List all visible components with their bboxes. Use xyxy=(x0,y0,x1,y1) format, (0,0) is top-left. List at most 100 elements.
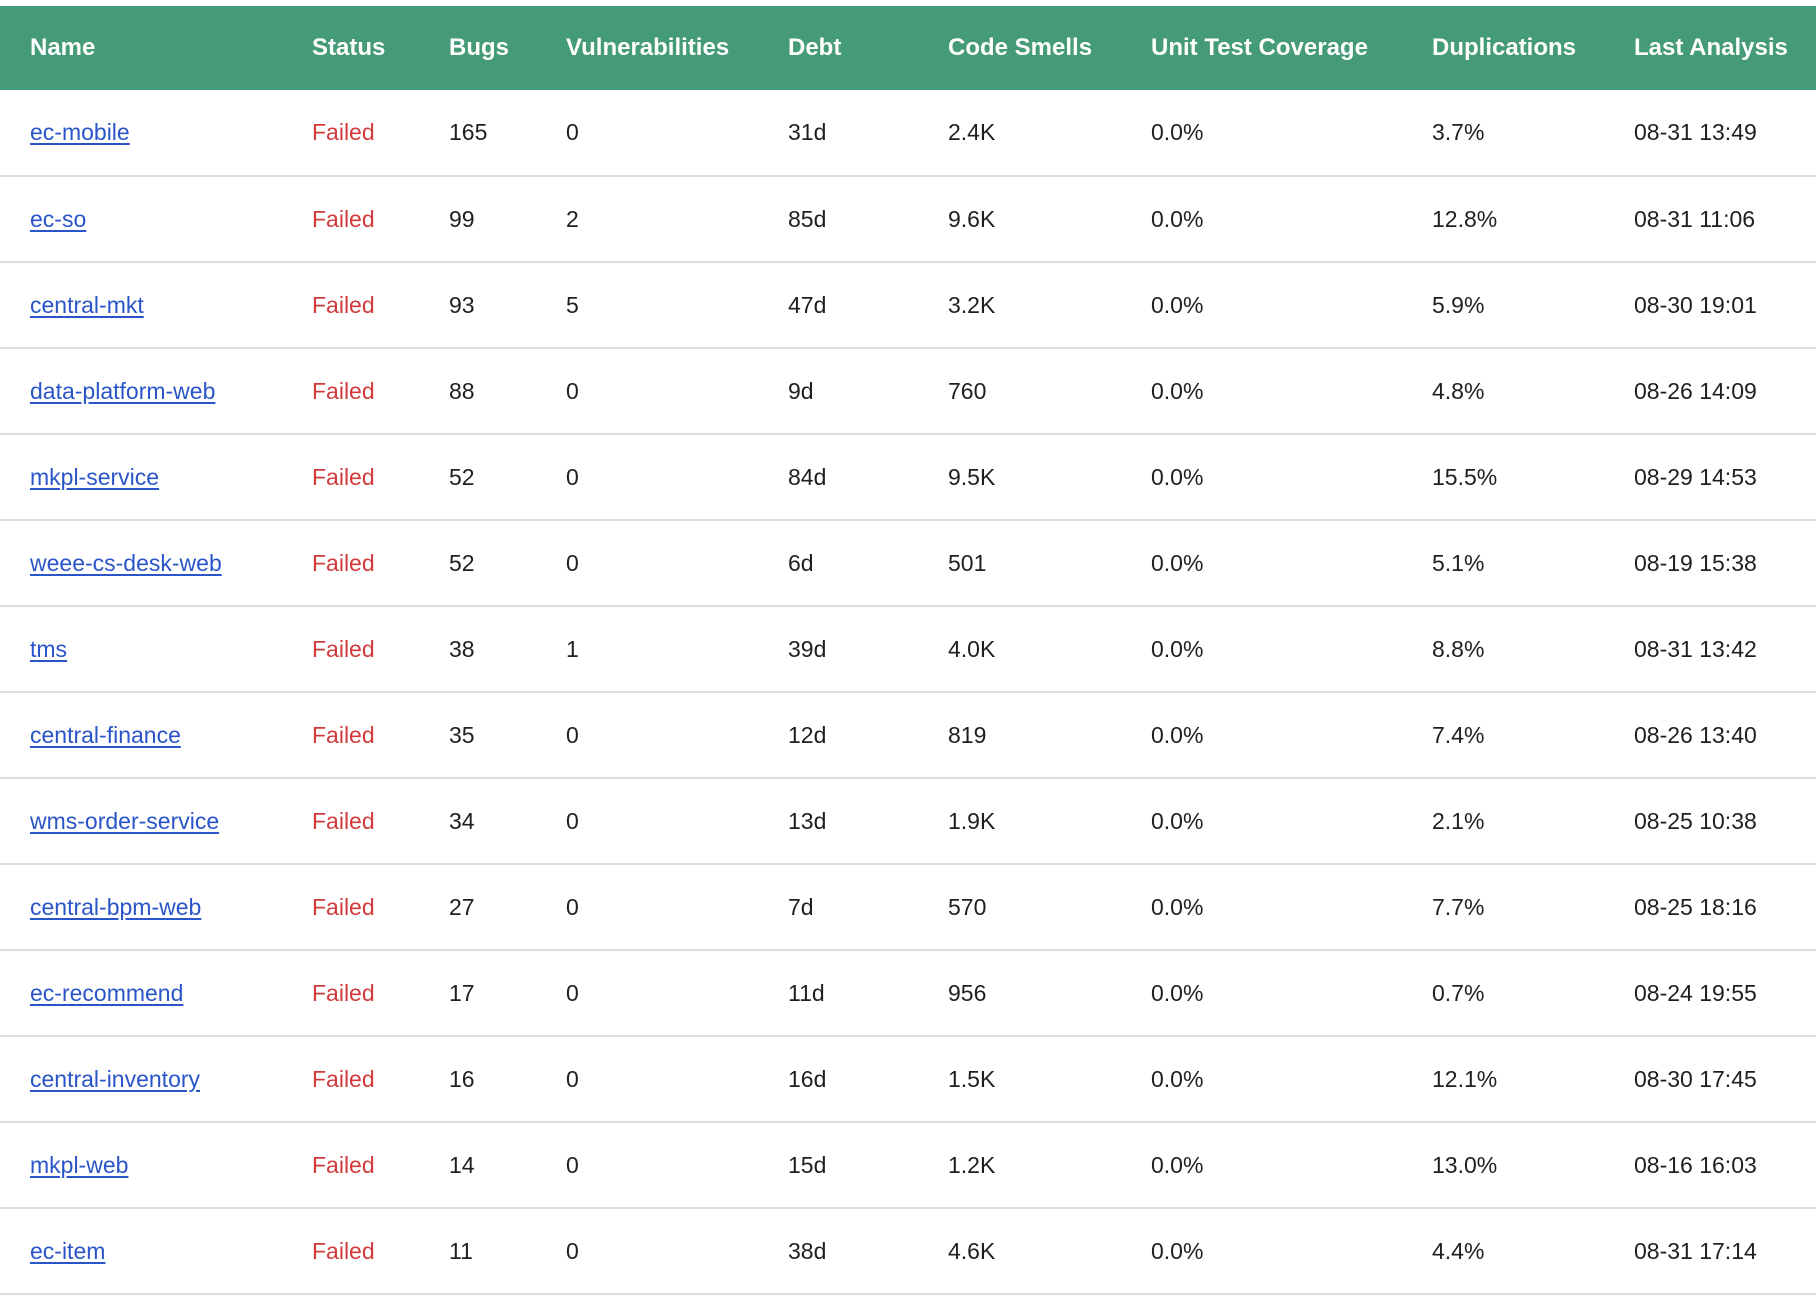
debt-cell: 6d xyxy=(788,549,814,576)
bugs-cell: 34 xyxy=(449,807,475,834)
bugs-cell: 27 xyxy=(449,893,475,920)
project-name-cell: tms xyxy=(0,606,312,692)
coverage-cell: 0.0% xyxy=(1151,1151,1204,1178)
project-name-cell: central-finance xyxy=(0,692,312,778)
project-link[interactable]: mkpl-service xyxy=(30,463,160,490)
code-smells-cell: 2.4K xyxy=(948,119,996,145)
duplications-cell: 12.1% xyxy=(1432,1065,1498,1092)
project-link[interactable]: central-finance xyxy=(30,721,181,748)
code-smells-cell: 1.5K xyxy=(948,1065,996,1092)
project-link[interactable]: ec-mobile xyxy=(30,119,130,145)
bugs-cell: 14 xyxy=(449,1151,475,1178)
header-bugs[interactable]: Bugs xyxy=(449,6,566,90)
debt-cell: 16d xyxy=(788,1065,827,1092)
last-analysis-cell: 08-31 11:06 xyxy=(1634,205,1756,232)
duplications-cell: 12.8% xyxy=(1432,205,1498,232)
code-smells-cell: 501 xyxy=(948,549,987,576)
code-smells-cell: 1.9K xyxy=(948,807,996,834)
project-link[interactable]: ec-recommend xyxy=(30,979,184,1006)
code-smells-cell: 4.0K xyxy=(948,635,996,662)
vulnerabilities-cell: 0 xyxy=(566,807,579,834)
status-label: Failed xyxy=(312,1237,375,1264)
project-name-cell: ec-item xyxy=(0,1208,312,1294)
bugs-cell: 88 xyxy=(449,377,475,404)
debt-cell: 47d xyxy=(788,291,827,318)
vulnerabilities-cell: 5 xyxy=(566,291,579,318)
table-row: ec-item Failed 11 0 38d 4.6K 0.0% 4.4% 08-31 17:… xyxy=(0,1208,1816,1294)
debt-cell: 13d xyxy=(788,807,827,834)
status-cell: Failed xyxy=(312,950,449,1036)
table-row: mkpl-service Failed 52 0 84d 9.5K 0.0% 15.5% 08-… xyxy=(0,434,1816,520)
duplications-cell: 5.1% xyxy=(1432,549,1485,576)
project-link[interactable]: weee-cs-desk-web xyxy=(30,549,222,576)
vulnerabilities-cell: 0 xyxy=(566,1237,579,1264)
vulnerabilities-cell: 0 xyxy=(566,1065,579,1092)
coverage-cell: 0.0% xyxy=(1151,635,1204,662)
status-label: Failed xyxy=(312,893,375,920)
coverage-cell: 0.0% xyxy=(1151,291,1204,318)
status-label: Failed xyxy=(312,463,375,490)
header-name[interactable]: Name xyxy=(0,6,312,90)
header-status[interactable]: Status xyxy=(312,6,449,90)
code-smells-cell: 9.5K xyxy=(948,463,996,490)
debt-cell: 84d xyxy=(788,463,827,490)
header-code-smells[interactable]: Code Smells xyxy=(948,6,1151,90)
project-link[interactable]: central-bpm-web xyxy=(30,893,202,920)
project-link[interactable]: ec-item xyxy=(30,1237,106,1264)
bugs-cell: 38 xyxy=(449,635,475,662)
code-smells-cell: 956 xyxy=(948,979,987,1006)
status-label: Failed xyxy=(312,377,375,404)
vulnerabilities-cell: 0 xyxy=(566,377,579,404)
code-smells-cell: 570 xyxy=(948,893,987,920)
project-link[interactable]: central-inventory xyxy=(30,1065,201,1092)
status-label: Failed xyxy=(312,205,375,232)
table-row: central-finance Failed 35 0 12d 819 0.0% 7.4% 08… xyxy=(0,692,1816,778)
coverage-cell: 0.0% xyxy=(1151,979,1204,1006)
project-link[interactable]: tms xyxy=(30,635,68,662)
header-vulnerabilities[interactable]: Vulnerabilities xyxy=(566,6,788,90)
status-label: Failed xyxy=(312,291,375,318)
debt-cell: 12d xyxy=(788,721,827,748)
header-last-analysis[interactable]: Last Analysis xyxy=(1634,6,1816,90)
duplications-cell: 4.8% xyxy=(1432,377,1485,404)
duplications-cell: 0.7% xyxy=(1432,979,1485,1006)
coverage-cell: 0.0% xyxy=(1151,1065,1204,1092)
last-analysis-cell: 08-25 18:16 xyxy=(1634,893,1757,920)
project-link[interactable]: wms-order-service xyxy=(30,807,220,834)
vulnerabilities-cell: 0 xyxy=(566,119,579,145)
project-link[interactable]: central-mkt xyxy=(30,291,144,318)
last-analysis-cell: 08-16 16:03 xyxy=(1634,1151,1757,1178)
bugs-cell: 52 xyxy=(449,463,475,490)
header-unit-test-coverage[interactable]: Unit Test Coverage xyxy=(1151,6,1432,90)
debt-cell: 38d xyxy=(788,1237,827,1264)
header-debt[interactable]: Debt xyxy=(788,6,948,90)
project-name-cell: weee-cs-desk-web xyxy=(0,520,312,606)
bugs-cell: 11 xyxy=(449,1237,473,1264)
status-cell: Failed xyxy=(312,606,449,692)
table-row: tms Failed 38 1 39d 4.0K 0.0% 8.8% 08-31 13:42 xyxy=(0,606,1816,692)
project-link[interactable]: data-platform-web xyxy=(30,377,216,404)
last-analysis-cell: 08-26 14:09 xyxy=(1634,377,1757,404)
project-name-cell: mkpl-service xyxy=(0,434,312,520)
project-name-cell: ec-mobile xyxy=(0,90,312,176)
table-row: wms-order-service Failed 34 0 13d 1.9K 0.0% 2.1… xyxy=(0,778,1816,864)
last-analysis-cell: 08-26 13:40 xyxy=(1634,721,1757,748)
table-row: ec-mobile Failed 165 0 31d 2.4K 0.0% 3.7% 08-31 … xyxy=(0,90,1816,176)
last-analysis-cell: 08-30 19:01 xyxy=(1634,291,1757,318)
status-cell: Failed xyxy=(312,176,449,262)
status-cell: Failed xyxy=(312,864,449,950)
status-label: Failed xyxy=(312,979,375,1006)
coverage-cell: 0.0% xyxy=(1151,893,1204,920)
vulnerabilities-cell: 2 xyxy=(566,205,579,232)
project-link[interactable]: mkpl-web xyxy=(30,1151,129,1178)
project-name-cell: ec-so xyxy=(0,176,312,262)
header-duplications[interactable]: Duplications xyxy=(1432,6,1634,90)
duplications-cell: 3.7% xyxy=(1432,119,1485,145)
table-header: Name Status Bugs Vulnerabilities Debt Co… xyxy=(0,6,1816,90)
project-link[interactable]: ec-so xyxy=(30,205,87,232)
project-quality-table: Name Status Bugs Vulnerabilities Debt Co… xyxy=(0,6,1816,1295)
code-smells-cell: 9.6K xyxy=(948,205,996,232)
bugs-cell: 16 xyxy=(449,1065,475,1092)
vulnerabilities-cell: 0 xyxy=(566,549,579,576)
